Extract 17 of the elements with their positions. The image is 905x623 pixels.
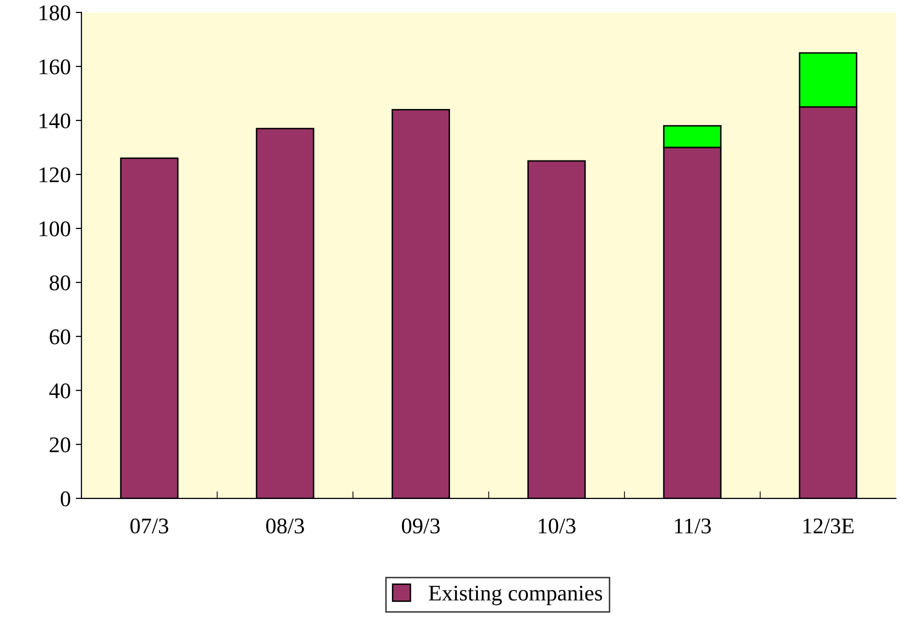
y-tick-label: 160 xyxy=(40,59,70,74)
x-tick-label: 09/3 xyxy=(402,518,440,534)
y-tick-label: 140 xyxy=(40,113,70,128)
y-tick-label: 0 xyxy=(60,491,70,506)
x-tick-label: 11/3 xyxy=(674,518,711,534)
y-tick-label: 40 xyxy=(49,383,70,398)
x-tick-label: 10/3 xyxy=(538,518,576,534)
y-tick-label: 100 xyxy=(40,221,70,236)
y-tick-label: 60 xyxy=(50,329,70,344)
y-tick-label: 120 xyxy=(40,167,70,182)
y-tick-label: 20 xyxy=(50,437,70,452)
y-tick-label: 180 xyxy=(40,5,70,20)
y-tick-label: 80 xyxy=(50,275,70,290)
x-tick-label: 12/3E xyxy=(803,518,854,534)
x-tick-label: 07/3 xyxy=(130,518,168,534)
x-tick-label: 08/3 xyxy=(266,518,304,534)
legend-label: Existing companies xyxy=(428,586,602,606)
